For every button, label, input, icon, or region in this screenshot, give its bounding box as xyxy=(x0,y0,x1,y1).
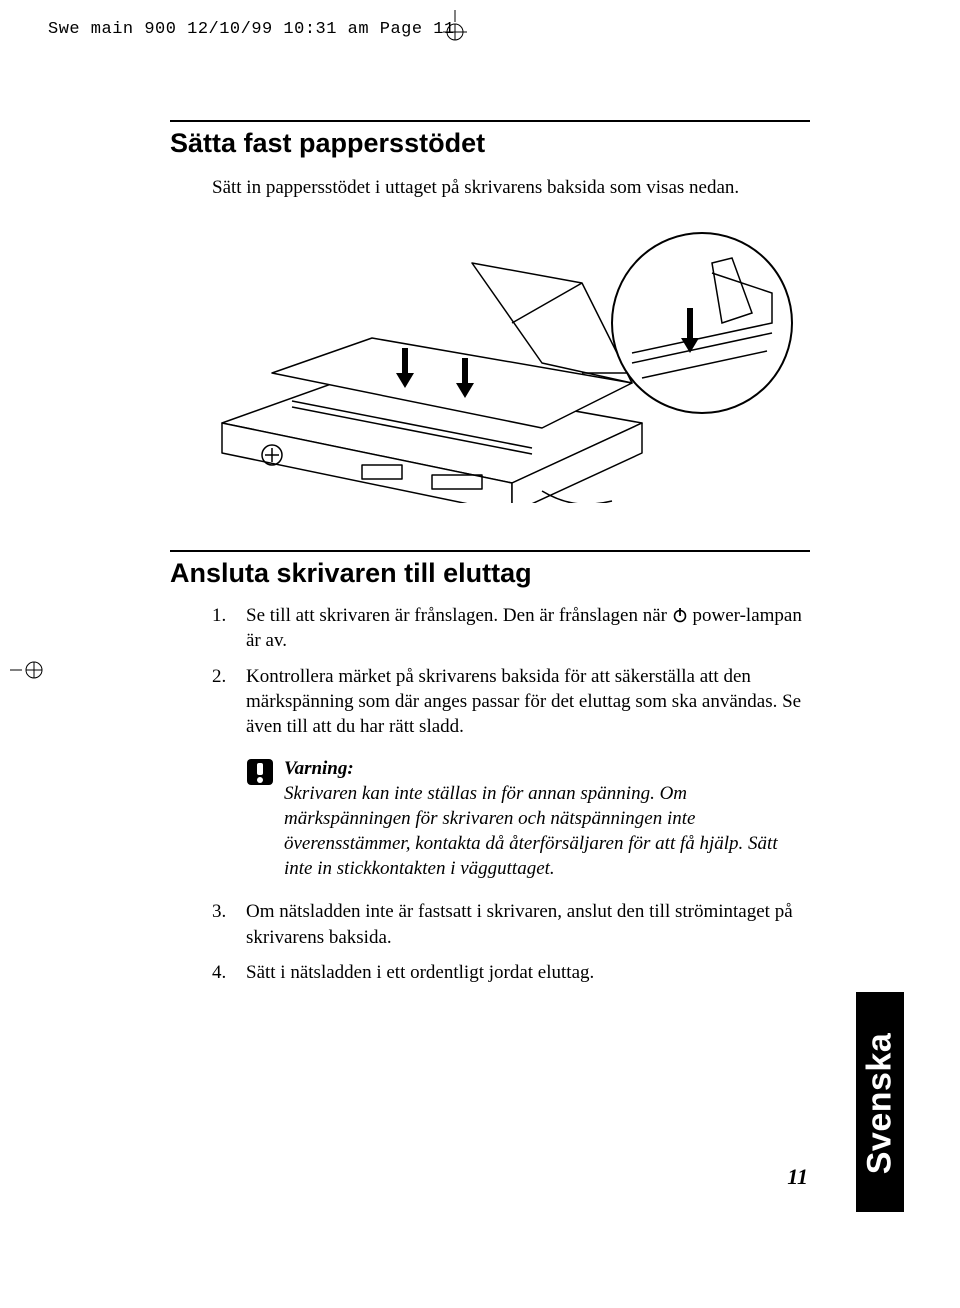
language-tab-label: Svenska xyxy=(861,994,900,1214)
step-1: 1. Se till att skrivaren är frånslagen. … xyxy=(212,603,810,654)
step-4-num: 4. xyxy=(212,960,246,985)
step-1-text: Se till att skrivaren är frånslagen. Den… xyxy=(246,603,810,654)
step-1-text-before: Se till att skrivaren är frånslagen. Den… xyxy=(246,605,672,626)
step-2-num: 2. xyxy=(212,664,246,740)
steps-list: 1. Se till att skrivaren är frånslagen. … xyxy=(212,603,810,740)
language-tab: Svenska xyxy=(856,992,904,1212)
section2-title: Ansluta skrivaren till eluttag xyxy=(170,558,810,589)
warning-icon xyxy=(246,758,274,786)
rule-top-1 xyxy=(170,120,810,122)
step-4-text: Sätt i nätsladden i ett ordentligt jorda… xyxy=(246,960,810,985)
step-3: 3. Om nätsladden inte är fastsatt i skri… xyxy=(212,899,810,950)
rule-top-2 xyxy=(170,550,810,552)
step-3-text: Om nätsladden inte är fastsatt i skrivar… xyxy=(246,899,810,950)
section1-intro: Sätt in pappersstödet i uttaget på skriv… xyxy=(212,175,810,201)
crop-mark-left xyxy=(10,650,50,690)
page-content: Sätta fast pappersstödet Sätt in pappers… xyxy=(170,120,810,996)
warning-text: Skrivaren kan inte ställas in för annan … xyxy=(284,783,778,879)
warning-block: Varning: Skrivaren kan inte ställas in f… xyxy=(246,756,810,881)
step-1-num: 1. xyxy=(212,603,246,654)
step-2-text: Kontrollera märket på skrivarens baksida… xyxy=(246,664,810,740)
print-header: Swe main 900 12/10/99 10:31 am Page 11 xyxy=(48,20,455,39)
section1-title: Sätta fast pappersstödet xyxy=(170,128,810,159)
printer-diagram xyxy=(212,223,802,503)
warning-body: Varning: Skrivaren kan inte ställas in f… xyxy=(284,756,810,881)
power-icon xyxy=(672,607,688,623)
steps-list-cont: 3. Om nätsladden inte är fastsatt i skri… xyxy=(212,899,810,985)
warning-title: Varning: xyxy=(284,758,354,779)
page-number: 11 xyxy=(787,1164,808,1190)
step-3-num: 3. xyxy=(212,899,246,950)
step-2: 2. Kontrollera märket på skrivarens baks… xyxy=(212,664,810,740)
step-4: 4. Sätt i nätsladden i ett ordentligt jo… xyxy=(212,960,810,985)
